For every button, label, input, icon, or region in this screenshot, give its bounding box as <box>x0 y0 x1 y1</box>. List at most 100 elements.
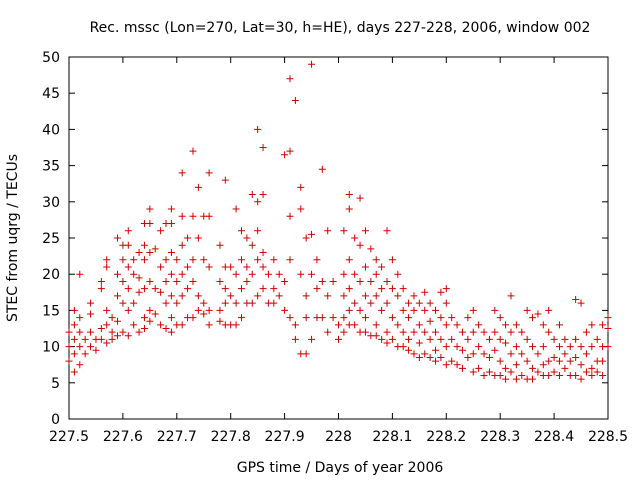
data-point <box>426 317 434 325</box>
data-point <box>485 335 493 343</box>
data-point <box>512 361 520 369</box>
data-point <box>189 314 197 322</box>
data-point <box>502 364 510 372</box>
data-point <box>588 343 596 351</box>
data-point <box>405 314 413 322</box>
data-point <box>361 292 369 300</box>
data-point <box>410 306 418 314</box>
data-point <box>588 321 596 329</box>
data-point <box>254 125 262 133</box>
data-point <box>399 343 407 351</box>
data-point <box>200 310 208 318</box>
data-point <box>167 314 175 322</box>
data-point <box>469 306 477 314</box>
data-point <box>442 285 450 293</box>
data-point <box>356 277 364 285</box>
data-point <box>529 314 537 322</box>
data-point <box>216 277 224 285</box>
data-point <box>146 248 154 256</box>
x-tick-label: 228.5 <box>588 429 628 445</box>
data-point <box>378 285 386 293</box>
data-point <box>297 270 305 278</box>
data-point <box>291 96 299 104</box>
y-tick-label: 5 <box>51 376 60 392</box>
data-point <box>162 277 170 285</box>
data-point <box>259 263 267 271</box>
data-point <box>167 220 175 228</box>
data-point <box>194 183 202 191</box>
data-point <box>372 292 380 300</box>
data-point <box>345 191 353 199</box>
data-point <box>458 328 466 336</box>
data-point <box>361 328 369 336</box>
data-point <box>130 299 138 307</box>
data-point <box>243 234 251 242</box>
data-point <box>108 314 116 322</box>
data-point <box>529 375 537 383</box>
data-point <box>523 357 531 365</box>
data-point <box>437 288 445 296</box>
data-point <box>167 328 175 336</box>
data-point <box>324 292 332 300</box>
data-point <box>237 285 245 293</box>
data-point <box>405 299 413 307</box>
data-point <box>599 357 607 365</box>
data-point <box>286 75 294 83</box>
data-point <box>130 321 138 329</box>
data-point <box>270 299 278 307</box>
data-point <box>103 339 111 347</box>
data-point <box>194 292 202 300</box>
data-point <box>92 346 100 354</box>
data-point <box>216 241 224 249</box>
data-point <box>572 353 580 361</box>
data-point <box>140 285 148 293</box>
y-axis-label: STEC from uqrg / TECUs <box>5 154 21 322</box>
data-point <box>270 256 278 264</box>
data-point <box>308 270 316 278</box>
data-point <box>135 248 143 256</box>
data-point <box>286 147 294 155</box>
data-point <box>81 350 89 358</box>
data-point <box>167 205 175 213</box>
data-point <box>529 343 537 351</box>
data-point <box>340 314 348 322</box>
data-point <box>324 328 332 336</box>
data-point <box>76 314 84 322</box>
data-point <box>534 368 542 376</box>
data-point <box>491 346 499 354</box>
data-point <box>491 328 499 336</box>
data-point <box>432 328 440 336</box>
data-point <box>545 357 553 365</box>
data-point <box>566 357 574 365</box>
data-point <box>512 343 520 351</box>
data-point <box>308 60 316 68</box>
data-point <box>65 328 73 336</box>
data-point <box>178 212 186 220</box>
data-point <box>140 325 148 332</box>
data-point <box>372 332 380 340</box>
data-point <box>173 256 181 264</box>
data-point <box>469 328 477 336</box>
data-point <box>243 263 251 271</box>
data-point <box>383 227 391 235</box>
data-point <box>65 357 73 365</box>
data-point <box>221 299 229 307</box>
data-point <box>507 292 515 300</box>
data-point <box>114 292 122 300</box>
data-point <box>146 317 154 325</box>
y-tick-label: 35 <box>42 159 60 175</box>
data-point <box>593 335 601 343</box>
data-point <box>254 256 262 264</box>
data-point <box>162 299 170 307</box>
data-point <box>410 328 418 336</box>
data-point <box>227 263 235 271</box>
data-point <box>157 288 165 296</box>
data-point <box>458 346 466 354</box>
data-point <box>345 205 353 213</box>
data-point <box>259 285 267 293</box>
data-point <box>469 368 477 376</box>
data-point <box>232 321 240 329</box>
data-point <box>599 321 607 329</box>
data-point <box>502 339 510 347</box>
data-point <box>507 350 515 358</box>
